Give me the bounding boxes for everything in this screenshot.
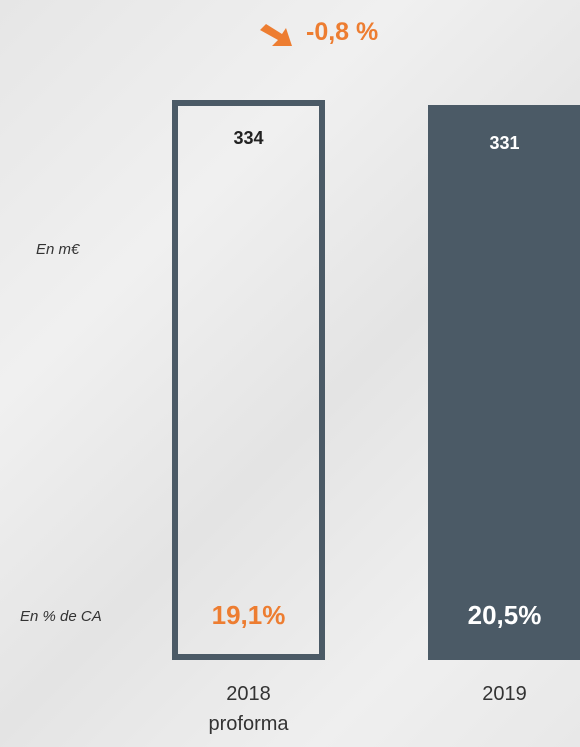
- margin-label: 19,1%: [211, 600, 286, 630]
- unit-note: En m€: [36, 241, 80, 258]
- x-tick-label: 2019: [482, 683, 527, 705]
- value-label: 334: [233, 128, 264, 148]
- annotation: -0,8 %: [306, 18, 379, 46]
- margin-label: 20,5%: [467, 600, 542, 630]
- bar: [428, 105, 580, 660]
- value-label: 331: [489, 133, 520, 154]
- trend-arrow: [260, 24, 292, 46]
- x-tick-label: 2018 proforma: [208, 683, 289, 735]
- bar: [172, 100, 325, 660]
- margin-note: En % de CA: [20, 608, 102, 625]
